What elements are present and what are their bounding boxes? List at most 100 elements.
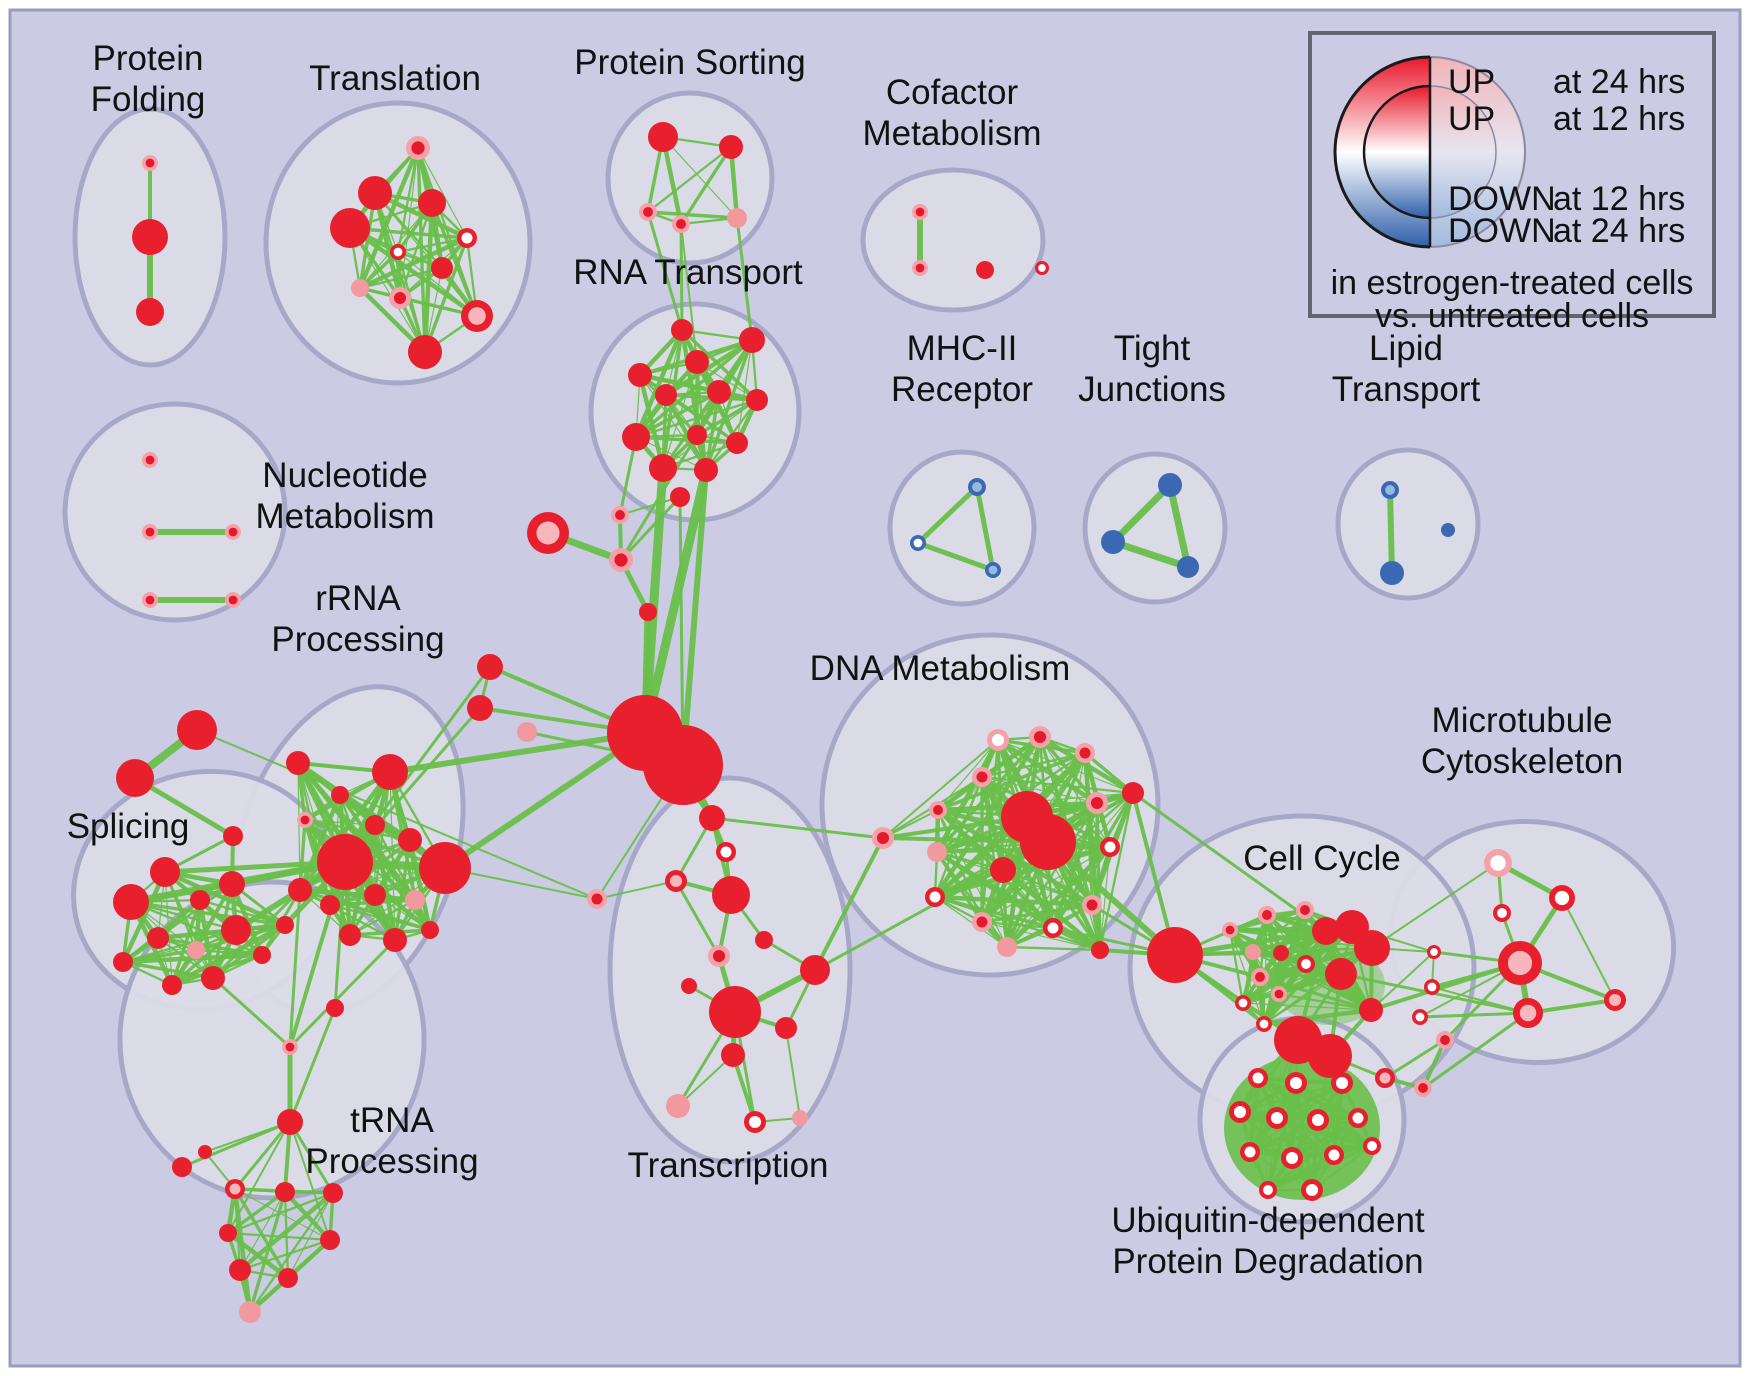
network-edge: [225, 1230, 291, 1281]
node-outer: [383, 928, 407, 952]
network-edge: [1262, 946, 1374, 1026]
network-edge: [120, 952, 265, 965]
node-center: [228, 527, 238, 537]
node-outer: [707, 380, 731, 404]
network-edge: [347, 225, 480, 319]
node-center: [720, 846, 732, 858]
network-edge: [934, 896, 1008, 948]
network-edge: [662, 136, 738, 219]
node-outer: [221, 915, 251, 945]
node-outer: [147, 927, 169, 949]
network-edge: [1248, 1118, 1320, 1154]
network-node: [912, 204, 928, 220]
node-outer: [1441, 523, 1455, 537]
network-edge: [680, 223, 698, 363]
network-node: [792, 1110, 808, 1126]
network-node: [253, 946, 271, 964]
node-center: [1300, 905, 1310, 915]
network-edge: [981, 846, 1111, 923]
network-edge: [423, 236, 469, 354]
network-node: [648, 122, 678, 152]
network-edge: [1004, 844, 1113, 950]
network-edge: [980, 903, 1094, 924]
node-center: [1519, 1004, 1537, 1022]
cluster-label-protein-folding: Protein Folding: [90, 39, 206, 120]
node-center: [1367, 1141, 1377, 1151]
node-center: [1379, 1072, 1391, 1084]
network-node: [672, 215, 690, 233]
cluster-label-protein-sorting: Protein Sorting: [574, 43, 806, 82]
network-node: [1441, 523, 1455, 537]
network-edge: [1261, 1007, 1374, 1027]
node-center: [1274, 989, 1284, 999]
network-node: [1380, 561, 1404, 585]
node-center: [614, 553, 628, 567]
network-edge: [1051, 845, 1112, 930]
node-center: [1047, 922, 1059, 934]
network-edge: [596, 880, 677, 900]
network-node: [198, 1145, 212, 1159]
node-center: [1427, 982, 1437, 992]
node-center: [1335, 1076, 1349, 1090]
node-outer: [372, 754, 408, 790]
network-node: [670, 487, 690, 507]
node-outer: [116, 759, 154, 797]
network-node: [421, 921, 439, 939]
network-node: [709, 986, 761, 1038]
network-edge: [121, 928, 238, 964]
network-edge: [1561, 897, 1616, 1001]
network-node: [113, 952, 133, 972]
network-edge: [637, 372, 666, 471]
network-node: [136, 298, 164, 326]
network-edge: [677, 1054, 734, 1107]
node-outer: [364, 884, 386, 906]
network-node: [225, 524, 241, 540]
node-center: [1285, 1151, 1299, 1165]
network-node: [708, 945, 730, 967]
network-node: [1375, 1068, 1395, 1088]
network-node: [1325, 958, 1357, 990]
network-node: [744, 1111, 766, 1133]
network-node: [405, 890, 425, 910]
network-node: [323, 1183, 343, 1203]
network-node: [389, 287, 411, 309]
network-edge: [981, 921, 1101, 951]
node-outer: [1354, 930, 1390, 966]
network-node: [142, 155, 158, 171]
network-node: [223, 826, 243, 846]
network-node: [707, 380, 731, 404]
network-node: [1285, 1072, 1307, 1094]
network-node: [331, 786, 349, 804]
node-outer: [671, 319, 693, 341]
node-outer: [517, 722, 537, 742]
network-edge: [619, 496, 681, 516]
node-outer: [405, 890, 425, 910]
node-outer: [997, 937, 1017, 957]
network-node: [275, 1182, 295, 1202]
node-center: [1270, 1111, 1284, 1125]
network-node: [1427, 945, 1441, 959]
node-center: [1090, 796, 1104, 810]
network-edge: [1241, 929, 1328, 1005]
network-node: [1158, 473, 1182, 497]
network-node: [517, 722, 537, 742]
network-edge: [442, 730, 648, 871]
network-node: [1100, 837, 1120, 857]
network-node: [172, 1157, 192, 1177]
node-center: [748, 1115, 762, 1129]
cluster-label-dna-metabolism: DNA Metabolism: [809, 649, 1071, 688]
node-outer: [639, 603, 657, 621]
network-edge: [232, 1186, 253, 1315]
network-edge: [679, 222, 684, 332]
network-node: [221, 915, 251, 945]
network-edge: [289, 1121, 331, 1241]
network-edge: [180, 1120, 292, 1169]
node-outer: [286, 751, 310, 775]
node-outer: [223, 826, 243, 846]
node-center: [1507, 950, 1533, 976]
network-node: [1348, 1108, 1368, 1128]
node-outer: [351, 279, 369, 297]
network-node: [1271, 986, 1287, 1002]
node-outer: [276, 916, 294, 934]
